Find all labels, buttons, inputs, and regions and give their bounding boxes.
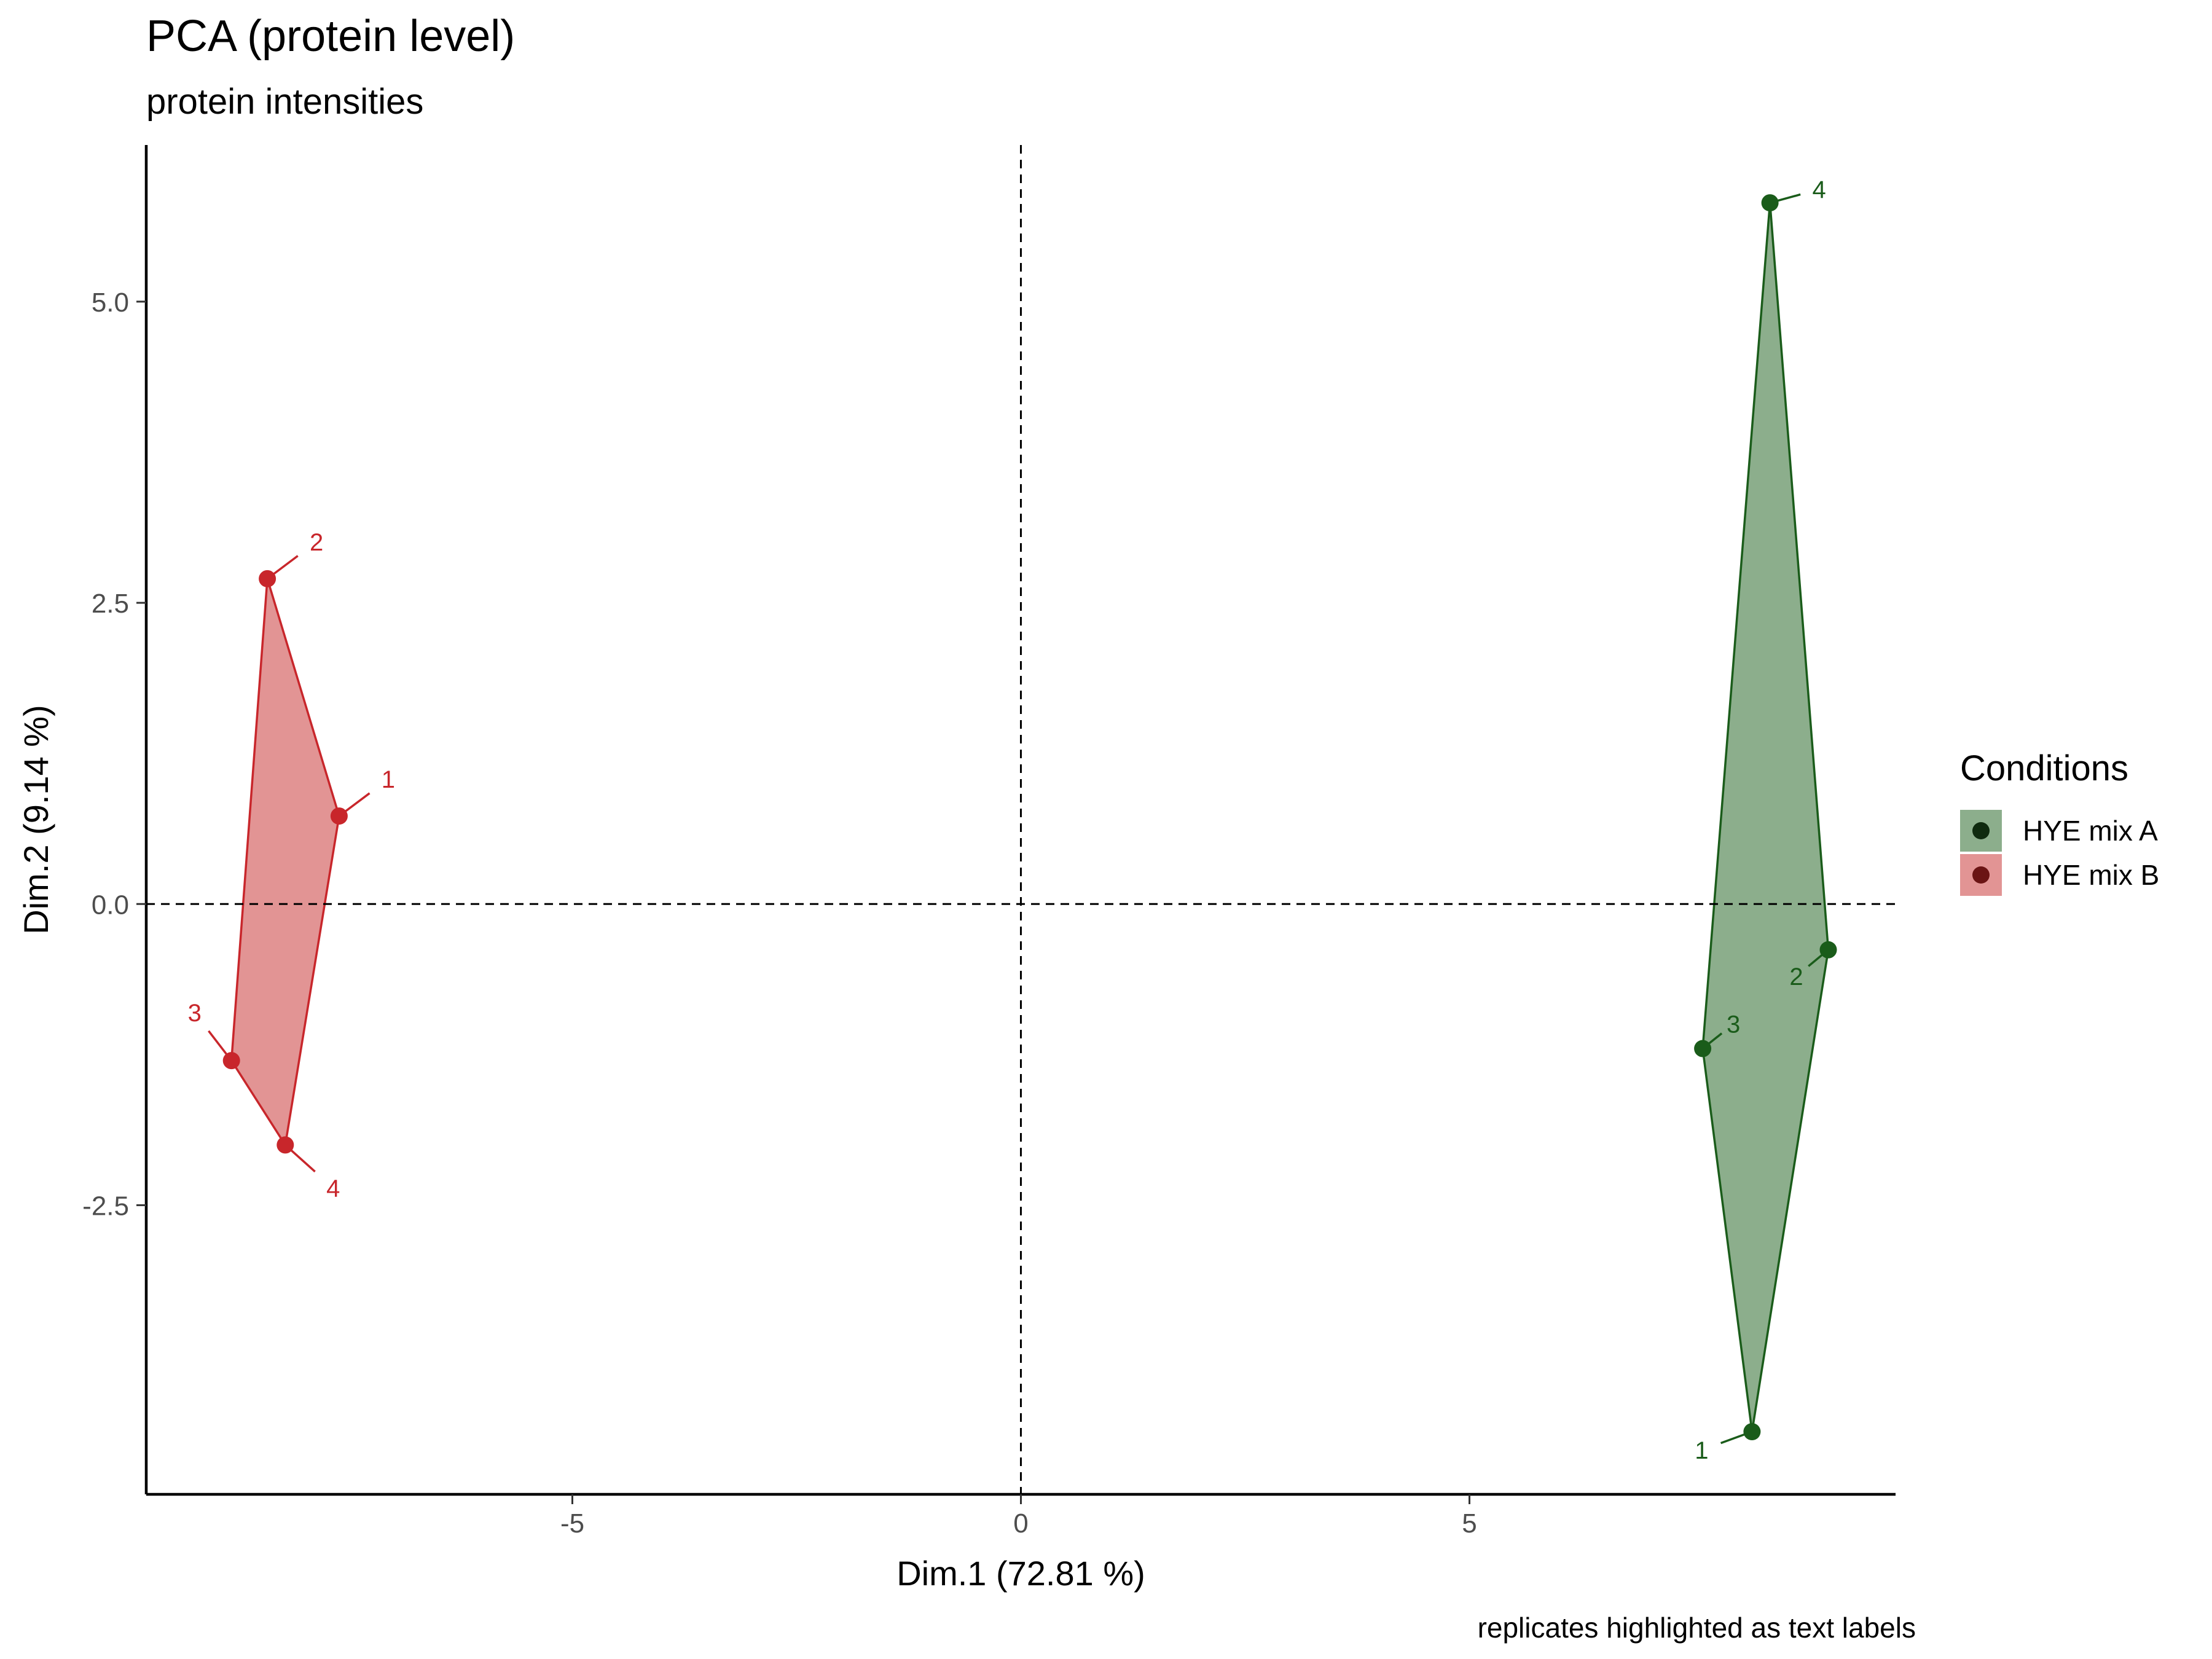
x-axis-title: Dim.1 (72.81 %) — [896, 1554, 1145, 1593]
chart-title: PCA (protein level) — [146, 12, 516, 61]
point-label: 4 — [1812, 176, 1826, 203]
legend-title: Conditions — [1960, 748, 2128, 788]
legend-label: HYE mix B — [2023, 859, 2159, 891]
y-tick-label: 5.0 — [92, 288, 129, 318]
point-label: 1 — [1695, 1437, 1708, 1464]
hull-hye-mix-a — [1701, 202, 1830, 1432]
data-point — [1694, 1040, 1712, 1057]
point-label: 3 — [1727, 1011, 1740, 1038]
data-point — [222, 1052, 240, 1070]
point-layer — [222, 194, 1837, 1441]
hull-layer — [230, 202, 1830, 1432]
y-tick-label: 0.0 — [92, 890, 129, 920]
y-axis-title: Dim.2 (9.14 %) — [17, 705, 55, 934]
chart-subtitle: protein intensities — [146, 82, 424, 122]
legend-key-point — [1972, 866, 1990, 884]
data-point — [1761, 194, 1779, 212]
point-label: 2 — [1789, 963, 1803, 990]
chart-caption: replicates highlighted as text labels — [1477, 1612, 1916, 1644]
y-tick-label: -2.5 — [82, 1191, 129, 1221]
data-point — [1819, 941, 1837, 959]
legend: Conditions HYE mix A HYE mix B — [1960, 748, 2159, 896]
point-label-layer: 1 2 3 4 1 2 3 4 — [188, 176, 1829, 1464]
x-tick-label: -5 — [560, 1508, 584, 1539]
data-point — [276, 1136, 294, 1154]
y-tick-label: 2.5 — [92, 589, 129, 619]
point-label: 2 — [310, 529, 323, 556]
legend-label: HYE mix A — [2023, 815, 2158, 847]
legend-key-point — [1972, 822, 1990, 839]
axes: -5 0 5 -2.5 0.0 2.5 5.0 Dim.1 (72.81 %) Dim.2 (9… — [17, 145, 1896, 1593]
point-label: 1 — [382, 766, 395, 793]
point-label: 4 — [326, 1175, 340, 1202]
hull-hye-mix-b — [230, 578, 340, 1148]
data-point — [330, 807, 348, 825]
data-point — [259, 570, 276, 587]
reference-lines — [146, 145, 1896, 1494]
x-tick-label: 0 — [1013, 1508, 1028, 1539]
point-label: 3 — [188, 1000, 202, 1027]
x-tick-label: 5 — [1462, 1508, 1477, 1539]
data-point — [1743, 1423, 1761, 1441]
